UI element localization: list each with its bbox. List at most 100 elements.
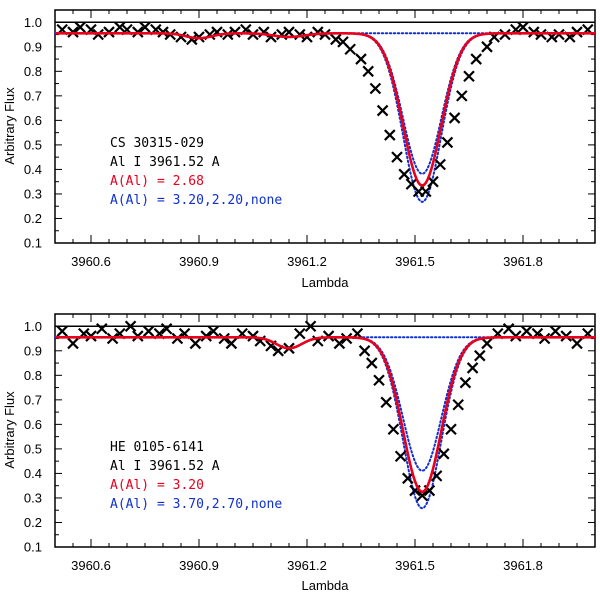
- x-tick-label: 3961.5: [395, 254, 435, 269]
- observed-point: [387, 423, 400, 436]
- observed-point: [380, 396, 392, 409]
- y-axis-label: Arbitrary Flux: [2, 391, 17, 469]
- observed-point: [427, 175, 439, 188]
- axis-ticks: [55, 313, 595, 548]
- alt-abundance-annotation: A(Al) = 3.20,2.20,none: [110, 193, 282, 208]
- x-tick-label: 3961.8: [503, 254, 543, 269]
- y-tick-label: 0.1: [24, 540, 42, 555]
- observed-point: [189, 337, 202, 350]
- y-tick-label: 0.9: [24, 39, 42, 54]
- observed-point: [420, 185, 432, 198]
- observed-point: [448, 112, 461, 124]
- observed-point: [157, 26, 169, 38]
- x-tick-label: 3961.8: [503, 558, 543, 573]
- observed-point: [445, 423, 457, 436]
- x-tick-labels: 3960.6 3960.9 3961.2 3961.5 3961.8: [71, 254, 543, 269]
- observed-point: [124, 320, 137, 333]
- observed-point: [549, 325, 562, 337]
- observed-point: [402, 472, 414, 485]
- observed-point: [283, 26, 295, 38]
- star-name-annotation: HE 0105-6141: [110, 440, 204, 455]
- y-tick-label: 0.4: [24, 466, 42, 481]
- y-tick-label: 0.9: [24, 343, 42, 358]
- observed-point: [304, 320, 317, 333]
- observed-point: [344, 43, 356, 56]
- observed-point: [571, 337, 583, 350]
- observed-point: [394, 450, 407, 463]
- y-tick-labels: 0.1 0.2 0.3 0.4 0.5 0.6 0.7 0.8 0.9 1.0: [24, 319, 42, 555]
- alt-abundance-annotation: A(Al) = 3.70,2.70,none: [110, 497, 282, 512]
- observed-point: [481, 337, 493, 350]
- spectral-line-annotation: Al I 3961.52 A: [110, 459, 220, 474]
- y-tick-label: 0.3: [24, 186, 42, 201]
- y-tick-label: 0.8: [24, 64, 42, 79]
- observed-point: [333, 337, 346, 350]
- x-tick-label: 3960.9: [179, 254, 219, 269]
- observed-point: [463, 70, 475, 82]
- x-tick-label: 3960.9: [179, 558, 219, 573]
- observed-point: [366, 357, 378, 369]
- y-tick-label: 0.5: [24, 137, 42, 152]
- observed-point: [376, 104, 389, 117]
- observed-point: [322, 330, 335, 342]
- observed-point: [520, 325, 533, 337]
- spectrum-series: [54, 21, 596, 204]
- observed-point: [160, 322, 173, 335]
- observed-point: [114, 21, 126, 33]
- bottom-chart-panel: 0.1 0.2 0.3 0.4 0.5 0.6 0.7 0.8 0.9 1.0 3960.6 396…: [2, 313, 596, 592]
- observed-point: [517, 21, 529, 33]
- star-name-annotation: CS 30315-029: [110, 136, 204, 151]
- y-tick-label: 1.0: [24, 15, 42, 30]
- x-tick-label: 3961.2: [287, 558, 327, 573]
- best-fit-model-curve: [55, 31, 595, 187]
- y-tick-labels: 0.1 0.2 0.3 0.4 0.5 0.6 0.7 0.8 0.9 1.0: [24, 15, 42, 251]
- y-tick-label: 0.1: [24, 236, 42, 251]
- spectral-line-annotation: Al I 3961.52 A: [110, 155, 220, 170]
- y-tick-label: 0.2: [24, 211, 42, 226]
- y-tick-label: 0.2: [24, 515, 42, 530]
- observed-point: [441, 136, 454, 149]
- y-tick-label: 0.4: [24, 162, 42, 177]
- y-tick-label: 1.0: [24, 319, 42, 334]
- observed-point: [330, 33, 342, 46]
- y-tick-label: 0.7: [24, 392, 42, 407]
- x-tick-label: 3960.6: [71, 558, 111, 573]
- observed-point: [456, 90, 468, 102]
- x-axis-label: Lambda: [302, 275, 350, 290]
- plot-frame: [54, 9, 596, 244]
- spectrum-series: [54, 320, 596, 510]
- observed-point: [207, 325, 220, 337]
- observed-point: [67, 337, 79, 350]
- observed-point: [481, 41, 493, 53]
- observed-point: [434, 158, 446, 171]
- y-tick-label: 0.8: [24, 368, 42, 383]
- y-tick-label: 0.3: [24, 490, 42, 505]
- y-tick-label: 0.5: [24, 441, 42, 456]
- observed-point: [56, 325, 68, 337]
- observed-point: [294, 327, 306, 340]
- observed-point: [373, 374, 385, 386]
- observed-point: [398, 168, 410, 181]
- plot-frame: [54, 313, 596, 548]
- observed-point: [391, 151, 403, 163]
- axis-ticks: [55, 9, 595, 244]
- observed-point: [225, 337, 238, 350]
- observed-point: [459, 376, 472, 389]
- observed-point: [384, 129, 396, 141]
- y-tick-label: 0.7: [24, 88, 42, 103]
- y-tick-label: 0.6: [24, 113, 42, 128]
- alt-model-curve-2: [54, 32, 596, 175]
- observed-point: [358, 345, 371, 357]
- observed-point: [452, 398, 464, 411]
- best-abundance-annotation: A(Al) = 3.20: [110, 478, 204, 493]
- best-abundance-annotation: A(Al) = 2.68: [110, 174, 204, 189]
- best-fit-model-curve: [55, 336, 595, 494]
- observed-point: [362, 65, 374, 78]
- observed-point: [369, 82, 382, 95]
- observed-point: [438, 448, 450, 460]
- observed-point: [96, 322, 108, 335]
- y-tick-label: 0.6: [24, 417, 42, 432]
- observed-point: [355, 53, 367, 65]
- observed-point: [470, 53, 482, 65]
- observed-point: [416, 489, 428, 502]
